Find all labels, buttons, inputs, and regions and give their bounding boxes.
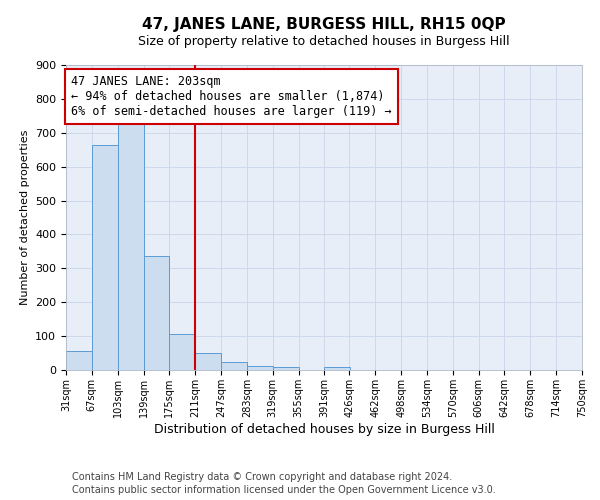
Bar: [169, 334, 195, 370]
Bar: [272, 368, 299, 370]
Text: Contains HM Land Registry data © Crown copyright and database right 2024.: Contains HM Land Registry data © Crown c…: [72, 472, 452, 482]
Bar: [195, 353, 221, 370]
Text: Contains public sector information licensed under the Open Government Licence v3: Contains public sector information licen…: [72, 485, 496, 495]
Text: 47 JANES LANE: 203sqm
← 94% of detached houses are smaller (1,874)
6% of semi-de: 47 JANES LANE: 203sqm ← 94% of detached …: [71, 75, 392, 118]
Bar: [247, 366, 272, 370]
Text: Size of property relative to detached houses in Burgess Hill: Size of property relative to detached ho…: [138, 35, 510, 48]
Bar: [118, 118, 143, 370]
Bar: [143, 256, 169, 370]
Y-axis label: Number of detached properties: Number of detached properties: [20, 130, 29, 305]
X-axis label: Distribution of detached houses by size in Burgess Hill: Distribution of detached houses by size …: [154, 422, 494, 436]
Bar: [92, 144, 118, 370]
Text: 47, JANES LANE, BURGESS HILL, RH15 0QP: 47, JANES LANE, BURGESS HILL, RH15 0QP: [142, 18, 506, 32]
Bar: [325, 368, 350, 370]
Bar: [66, 352, 92, 370]
Bar: [221, 362, 247, 370]
